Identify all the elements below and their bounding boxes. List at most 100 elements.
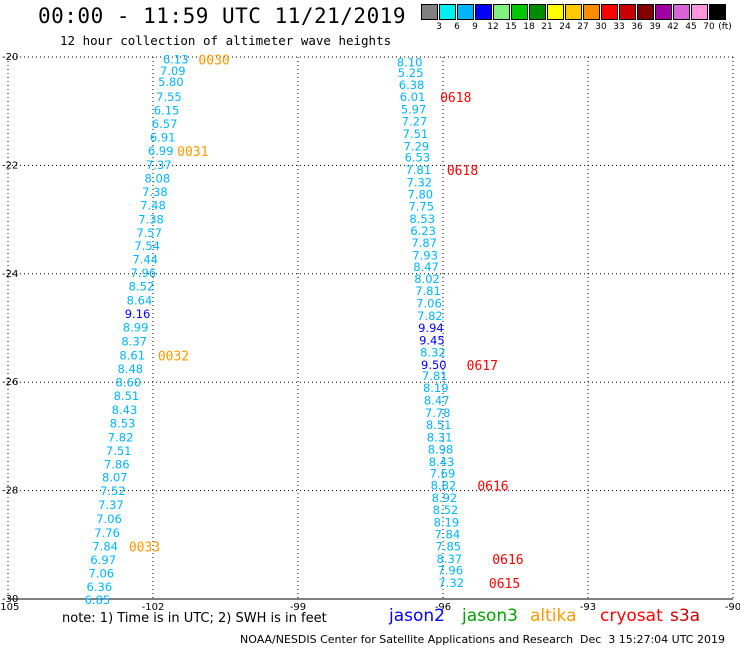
swh-value-label: 8.53 bbox=[110, 416, 136, 430]
swh-value-label: 8.08 bbox=[145, 171, 171, 185]
color-scale-label: 15 bbox=[505, 22, 517, 32]
color-scale-label: 42 bbox=[667, 22, 679, 32]
swh-value-label: 7.48 bbox=[140, 198, 166, 212]
swh-value-label: 8.43 bbox=[112, 403, 138, 417]
swh-value-label: 7.27 bbox=[402, 114, 428, 128]
series-altika: 6.137.095.807.556.156.576.916.997.378.08… bbox=[85, 53, 230, 607]
swh-value-label: 7.82 bbox=[108, 430, 134, 444]
swh-value-label: 8.64 bbox=[127, 293, 153, 307]
footer-note: note: 1) Time is in UTC; 2) SWH is in fe… bbox=[62, 611, 327, 626]
y-tick-label: -22 bbox=[2, 160, 18, 171]
legend-item-cryosat: cryosat bbox=[600, 606, 663, 626]
chart-title: 00:00 - 11:59 UTC 11/21/2019 bbox=[38, 4, 407, 28]
swh-value-label: 7.32 bbox=[407, 176, 433, 190]
swh-value-label: 7.38 bbox=[142, 185, 168, 199]
footer-organization: NOAA/NESDIS Center for Satellite Applica… bbox=[240, 633, 574, 646]
color-scale-label: 27 bbox=[577, 22, 589, 32]
swh-value-label: 6.36 bbox=[87, 580, 113, 594]
color-swatch bbox=[673, 4, 690, 20]
swh-value-label: 7.85 bbox=[436, 539, 462, 553]
swh-value-label: 7.38 bbox=[138, 213, 164, 227]
y-tick-label: -26 bbox=[2, 377, 18, 388]
legend-item-jason2: jason2 bbox=[389, 606, 445, 626]
chart-subtitle: 12 hour collection of altimeter wave hei… bbox=[60, 33, 392, 48]
swh-value-label: 8.19 bbox=[423, 381, 449, 395]
swh-value-label: 8.61 bbox=[119, 349, 145, 363]
legend-item-s3a: s3a bbox=[670, 606, 701, 626]
time-label: 0030 bbox=[198, 54, 229, 69]
x-tick-label: -102 bbox=[142, 602, 165, 613]
x-tick-label: -90 bbox=[725, 602, 740, 613]
swh-value-label: 5.80 bbox=[158, 75, 184, 89]
color-swatch bbox=[547, 4, 564, 20]
time-label: 0618 bbox=[440, 91, 471, 106]
swh-value-label: 6.85 bbox=[85, 593, 111, 607]
swh-value-label: 7.06 bbox=[96, 512, 122, 526]
swh-value-label: 7.44 bbox=[132, 253, 158, 267]
swh-value-label: 8.43 bbox=[429, 455, 455, 469]
swh-value-label: 7.82 bbox=[417, 309, 443, 323]
x-tick-label: -93 bbox=[580, 602, 596, 613]
swh-value-label: 6.01 bbox=[400, 90, 426, 104]
y-tick-label: -30 bbox=[2, 594, 18, 605]
legend-item-altika: altika bbox=[530, 606, 577, 626]
y-tick-label: -28 bbox=[2, 486, 18, 497]
time-label: 0615 bbox=[489, 577, 520, 592]
swh-value-label: 7.37 bbox=[146, 158, 172, 172]
color-swatch bbox=[529, 4, 546, 20]
x-tick-label: -99 bbox=[290, 602, 306, 613]
time-label: 0031 bbox=[177, 145, 208, 160]
swh-value-label: 7.51 bbox=[106, 444, 132, 458]
swh-value-label: 7.84 bbox=[435, 527, 461, 541]
color-swatch bbox=[619, 4, 636, 20]
swh-value-label: 8.47 bbox=[413, 260, 439, 274]
swh-value-label: 8.52 bbox=[433, 503, 459, 517]
swh-value-label: 8.32 bbox=[420, 345, 446, 359]
swh-value-label: 6.97 bbox=[90, 553, 116, 567]
swh-value-label: 7.87 bbox=[411, 236, 437, 250]
swh-value-label: 7.29 bbox=[404, 139, 430, 153]
color-swatch bbox=[475, 4, 492, 20]
swh-value-label: 6.38 bbox=[399, 78, 425, 92]
swh-value-label: 5.97 bbox=[401, 102, 427, 116]
swh-value-label: 7.51 bbox=[403, 127, 429, 141]
swh-value-label: 7.09 bbox=[160, 64, 186, 78]
color-scale-label: 18 bbox=[523, 22, 535, 32]
swh-value-label: 7.55 bbox=[156, 90, 182, 104]
color-scale-label: 6 bbox=[454, 22, 460, 32]
time-label: 0616 bbox=[477, 480, 508, 495]
swh-value-label: 8.47 bbox=[424, 394, 450, 408]
swh-value-label: 6.91 bbox=[150, 131, 176, 145]
swh-value-label: 7.69 bbox=[430, 467, 456, 481]
swh-value-label: 7.81 bbox=[415, 284, 441, 298]
swh-value-label: 7.86 bbox=[104, 458, 130, 472]
color-swatch bbox=[601, 4, 618, 20]
swh-value-label: 7.93 bbox=[412, 248, 438, 262]
color-scale-label: 39 bbox=[649, 22, 661, 32]
series-cryosat: 8.105.256.386.015.977.277.517.296.537.81… bbox=[397, 55, 524, 592]
swh-value-label: 7.52 bbox=[100, 484, 126, 498]
color-swatch bbox=[457, 4, 474, 20]
x-tick-label: -96 bbox=[435, 602, 451, 613]
swh-value-label: 8.99 bbox=[123, 320, 149, 334]
tick-labels: -105 -102 -99 -96 -93 -90 -20 -22 -24 -26 -28 -30 bbox=[0, 52, 740, 613]
swh-value-label: 6.15 bbox=[154, 104, 180, 118]
color-swatch bbox=[439, 4, 456, 20]
swh-value-label: 7.81 bbox=[406, 163, 432, 177]
swh-value-label: 8.52 bbox=[129, 280, 155, 294]
swh-value-label: 5.25 bbox=[398, 66, 424, 80]
time-label: 0617 bbox=[467, 359, 498, 374]
swh-value-label: 8.82 bbox=[431, 479, 457, 493]
color-scale-label: 45 bbox=[685, 22, 697, 32]
swh-value-label: 7.96 bbox=[437, 564, 463, 578]
swh-value-label: 8.51 bbox=[426, 418, 452, 432]
swh-value-label: 7.06 bbox=[416, 297, 442, 311]
swh-value-label: 8.02 bbox=[414, 272, 440, 286]
color-scale-label: 33 bbox=[613, 22, 625, 32]
swh-value-label: 7.06 bbox=[88, 566, 114, 580]
swh-value-label: 8.60 bbox=[116, 376, 142, 390]
color-swatch bbox=[583, 4, 600, 20]
swh-value-label: 8.53 bbox=[409, 212, 435, 226]
color-swatch bbox=[709, 4, 726, 20]
